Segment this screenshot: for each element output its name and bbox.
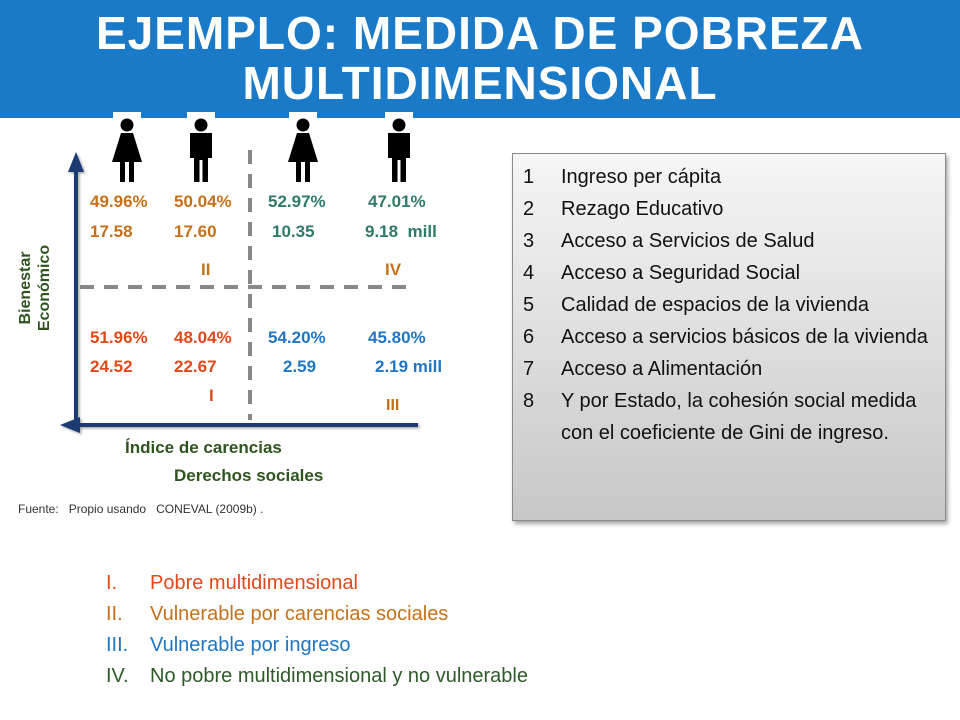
legend-numeral: II. (106, 603, 123, 625)
q2-pct-women: 49.96% (90, 192, 148, 211)
man-icon (190, 118, 212, 182)
source-note: Fuente: Propio usando CONEVAL (2009b) . (18, 502, 264, 516)
man-icon (388, 118, 410, 182)
dimension-text: Calidad de espacios de la vivienda (561, 294, 869, 316)
q1-label: I (209, 386, 214, 405)
legend-numeral: III. (106, 634, 129, 656)
q1-pct-women: 51.96% (90, 328, 148, 347)
legend-numeral: IV. (106, 665, 129, 687)
q2-pct-men: 50.04% (174, 192, 232, 211)
legend-text: Vulnerable por ingreso (150, 634, 351, 656)
legend-text: Pobre multidimensional (150, 572, 358, 594)
dimension-item: 1 Ingreso per cápita (521, 161, 931, 193)
dimension-item: 6 Acceso a servicios básicos de la vivien… (521, 321, 931, 353)
q4-label: IV (385, 260, 402, 279)
legend-text: Vulnerable por carencias sociales (150, 603, 449, 625)
legend-text: No pobre multidimensional y no vulnerabl… (150, 665, 528, 687)
q4-pct-women: 52.97% (268, 192, 326, 211)
dimension-text: Acceso a servicios básicos de la viviend… (561, 326, 928, 348)
dimension-number: 2 (523, 198, 535, 220)
legend-item: II. Vulnerable por carencias sociales (106, 599, 528, 630)
dimension-number: 4 (523, 262, 535, 284)
icon-backdrop (187, 112, 215, 122)
y-axis-arrow (68, 152, 84, 172)
title-banner (0, 0, 960, 118)
title-line-1: EJEMPLO: MEDIDA DE POBREZA (95, 7, 865, 59)
q3-mill-women: 2.59 (283, 357, 317, 376)
q2-mill-women: 17.58 (90, 222, 133, 241)
dimension-number: 7 (523, 358, 535, 380)
q4-mill-women: 10.35 (272, 222, 315, 241)
y-axis-label: Bienestar Económico (17, 244, 53, 332)
q1-pct-men: 48.04% (174, 328, 232, 347)
dimension-text: Rezago Educativo (561, 198, 724, 220)
poverty-legend: I. Pobre multidimensional II. Vulnerable po… (106, 568, 528, 692)
dimension-number: 3 (523, 230, 535, 252)
dimension-item: 2 Rezago Educativo (521, 193, 931, 225)
dimension-text: Acceso a Alimentación (561, 358, 763, 380)
legend-item: III. Vulnerable por ingreso (106, 630, 528, 661)
dimension-text: Ingreso per cápita (561, 166, 722, 188)
q3-label: III (386, 397, 400, 414)
dimension-number: 8 (523, 390, 535, 412)
q3-mill-men: 2.19 mill (375, 357, 443, 376)
dimension-item: 5 Calidad de espacios de la vivienda (521, 289, 931, 321)
dimension-item: 4 Acceso a Seguridad Social (521, 257, 931, 289)
icon-backdrop (289, 112, 317, 122)
legend-item: IV. No pobre multidimensional y no vulner… (106, 661, 528, 692)
q3-pct-women: 54.20% (268, 328, 326, 347)
dimensions-box: 1 Ingreso per cápita 2 Rezago Educativo 3 Acc… (512, 153, 946, 521)
q4-mill-men: 9.18 mill (365, 222, 437, 241)
q4-pct-men: 47.01% (368, 192, 426, 211)
dimension-item: 8 Y por Estado, la cohesión social medida… (521, 385, 931, 449)
dimension-text: Acceso a Seguridad Social (561, 262, 801, 284)
woman-icon (288, 118, 318, 182)
x-axis-label-1: Índice de carencias (125, 438, 282, 457)
title-line-2: MULTIDIMENSIONAL (242, 57, 718, 109)
woman-icon (112, 118, 142, 182)
legend-numeral: I. (106, 572, 118, 594)
x-axis-arrow (60, 417, 80, 433)
q2-mill-men: 17.60 (174, 222, 217, 241)
dimension-text: Acceso a Servicios de Salud (561, 230, 815, 252)
legend-item: I. Pobre multidimensional (106, 568, 528, 599)
dimension-number: 6 (523, 326, 535, 348)
x-axis-label-2: Derechos sociales (174, 466, 324, 485)
dimensions-list: 1 Ingreso per cápita 2 Rezago Educativo 3 Acc… (513, 154, 945, 449)
q1-mill-men: 22.67 (174, 357, 217, 376)
dimension-item: 7 Acceso a Alimentación (521, 353, 931, 385)
dimension-number: 1 (523, 166, 535, 188)
dimension-item: 3 Acceso a Servicios de Salud (521, 225, 931, 257)
q3-pct-men: 45.80% (368, 328, 426, 347)
q1-mill-women: 24.52 (90, 357, 133, 376)
dimension-number: 5 (523, 294, 535, 316)
icon-backdrop (113, 112, 141, 122)
icon-backdrop (385, 112, 413, 122)
q2-label: II (201, 260, 211, 279)
dimension-text: Y por Estado, la cohesión social medida … (561, 390, 917, 444)
